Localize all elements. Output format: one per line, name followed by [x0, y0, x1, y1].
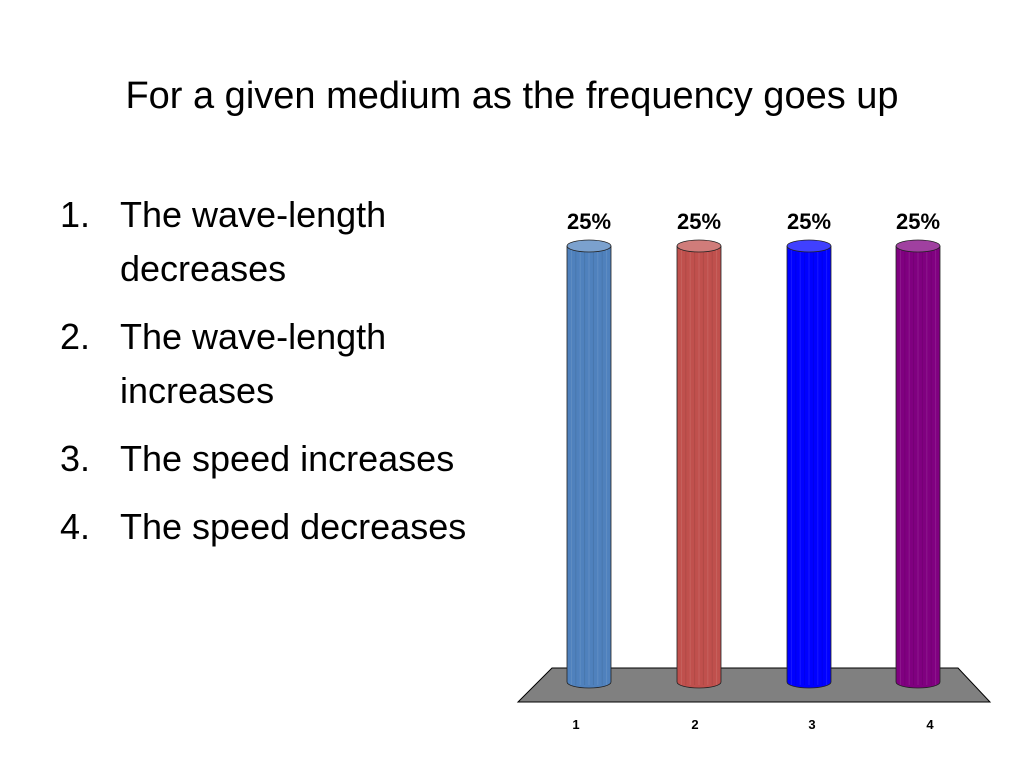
- answer-text: The speed decreases: [120, 506, 467, 547]
- data-label: 25%: [787, 209, 831, 234]
- bar-3: [786, 239, 832, 689]
- answer-list: 1. The wave-length decreases 2. The wave…: [60, 188, 520, 568]
- answer-option-2[interactable]: 2. The wave-length increases: [60, 310, 520, 418]
- bar-4: [895, 239, 941, 689]
- answer-number: 2.: [60, 316, 91, 357]
- answer-option-3[interactable]: 3. The speed increases: [60, 432, 520, 486]
- x-tick-label: 2: [691, 717, 698, 732]
- bar-1: [566, 239, 612, 689]
- x-tick-label: 1: [572, 717, 579, 732]
- answer-option-1[interactable]: 1. The wave-length decreases: [60, 188, 520, 296]
- bar-top: [786, 239, 832, 253]
- bar-top: [566, 239, 612, 253]
- data-label: 25%: [896, 209, 940, 234]
- x-tick-label: 4: [926, 717, 934, 732]
- answer-number: 4.: [60, 506, 91, 547]
- data-label: 25%: [567, 209, 611, 234]
- answer-number: 3.: [60, 438, 91, 479]
- answer-text: The wave-length increases: [120, 316, 387, 411]
- bar-top: [895, 239, 941, 253]
- bar-2: [676, 239, 722, 689]
- data-label: 25%: [677, 209, 721, 234]
- answer-number: 1.: [60, 194, 91, 235]
- bar-top: [676, 239, 722, 253]
- answer-option-4[interactable]: 4. The speed decreases: [60, 500, 520, 554]
- answer-text: The wave-length decreases: [120, 194, 387, 289]
- x-tick-label: 3: [808, 717, 815, 732]
- answer-text: The speed increases: [120, 438, 455, 479]
- slide-title: For a given medium as the frequency goes…: [125, 75, 899, 117]
- chart-floor: [516, 667, 992, 703]
